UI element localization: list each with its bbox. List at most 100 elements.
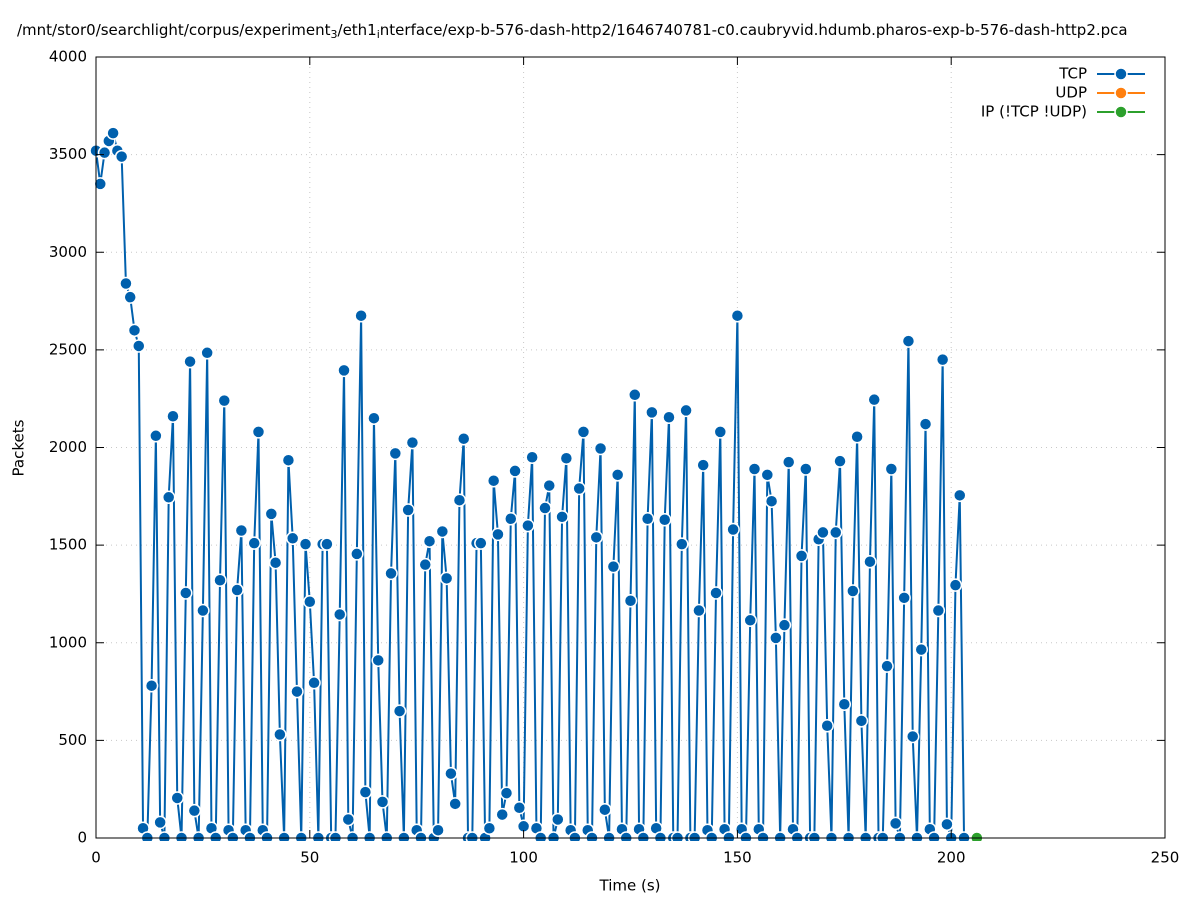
data-point [298,537,313,551]
data-point [431,823,445,837]
data-point [320,537,334,551]
data-point [127,323,142,338]
data-point [777,618,792,632]
data-point [144,678,159,693]
data-point [901,334,916,348]
data-point [897,591,911,605]
data-point [106,126,120,140]
data-point [183,354,197,369]
data-point [435,524,450,539]
legend-label: TCP [1058,65,1087,83]
data-point [769,631,783,645]
data-point [97,145,112,160]
data-point [166,409,180,424]
data-point [273,727,287,742]
data-point [833,454,847,468]
data-point [119,276,133,291]
data-point [760,468,775,482]
data-point [709,586,723,600]
data-point [521,518,535,533]
data-point [93,177,108,191]
data-point [392,704,407,718]
data-point [405,435,420,450]
y-tick-label: 1000 [49,633,87,651]
data-point [828,525,843,540]
data-point [953,488,967,503]
data-point [610,468,625,482]
data-point [555,510,569,524]
data-point [914,642,929,657]
data-point [384,566,398,581]
title-part: i [377,28,380,41]
legend-marker [1114,86,1128,100]
data-point [576,425,591,439]
x-tick-label: 200 [937,849,966,867]
data-point [187,803,202,818]
data-point [559,451,574,465]
data-point [645,405,659,420]
data-point [149,429,163,443]
data-point [200,346,214,360]
data-point [799,462,813,476]
grid [95,56,1166,839]
data-point [354,308,368,323]
data-point [401,503,415,517]
plot-area [90,126,984,841]
data-point [179,586,193,600]
data-point [538,501,552,515]
data-point [170,791,184,805]
data-point [303,594,317,609]
data-point [508,464,522,478]
data-point [905,729,920,744]
data-point [448,797,462,811]
data-point [662,410,676,424]
data-point [337,363,351,378]
data-point [888,816,903,831]
data-point [918,417,933,431]
series-line [95,130,966,841]
y-tick-label: 4000 [49,48,87,66]
data-point [132,339,146,353]
data-point [230,583,244,597]
y-tick-label: 2500 [49,340,87,358]
data-point [341,812,356,827]
data-point [598,802,612,817]
legend-marker [1114,105,1128,119]
data-point [512,800,527,815]
data-point [161,490,176,505]
y-tick-label: 3000 [49,243,87,261]
x-axis-label: Time (s) [599,877,661,895]
data-point [623,594,638,608]
data-point [371,653,385,668]
data-point [551,812,565,827]
data-point [332,607,347,622]
data-point [589,530,604,545]
chart-title: /mnt/stor0/searchlight/corpus/experiment… [17,21,1128,42]
data-point [153,815,167,830]
data-point [696,458,710,472]
data-point [247,536,261,550]
data-point [867,392,881,407]
data-point [730,308,745,323]
title-part: /eth1 [338,21,377,39]
data-point [358,785,373,799]
data-point [850,430,864,444]
data-point [863,554,877,569]
data-point [675,537,689,551]
data-point [794,549,809,563]
data-point [251,425,266,439]
data-point [816,525,830,540]
data-point [854,714,869,728]
data-point [820,718,834,733]
legend-marker [1114,67,1128,81]
title-part: 3 [331,28,338,41]
data-point [474,536,488,550]
data-point [290,684,304,699]
data-point [628,388,642,402]
data-point [679,403,693,418]
data-point [837,697,852,712]
data-point [606,559,621,574]
data-point [307,676,321,690]
data-point [880,659,894,673]
